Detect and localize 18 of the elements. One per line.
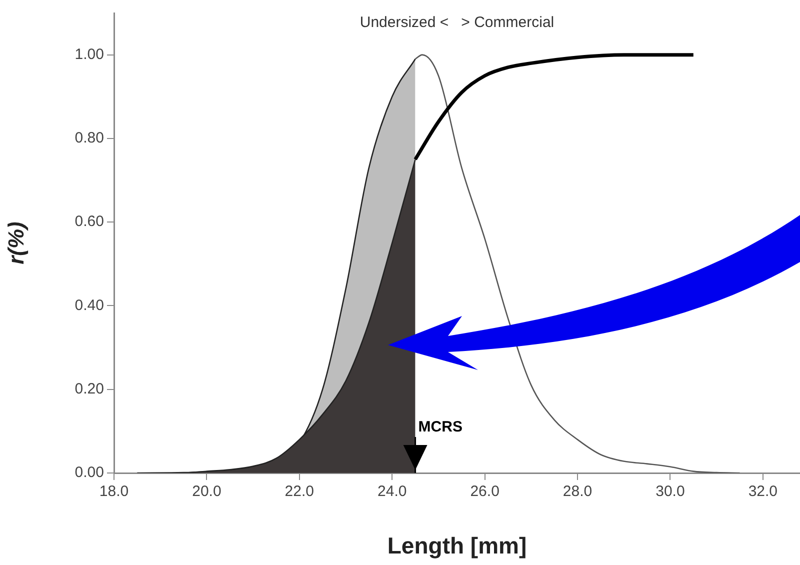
x-tick-label: 18.0 [99,483,129,500]
annotation: Undersized < > Commercial [360,14,554,32]
x-axis-title: Length [mm] [387,532,527,559]
y-tick-label: 0.20 [74,380,104,398]
y-tick-label: 0.60 [74,213,104,230]
y-tick-label: 0.00 [74,464,104,482]
x-tick-label: 28.0 [562,483,592,500]
ref-line-label: MCRS [418,418,462,436]
x-tick-label: 20.0 [192,483,222,500]
y-axis-title: r(%) [3,222,28,264]
x-tick-label: 30.0 [656,483,685,500]
y-tick-label: 0.80 [74,130,104,147]
y-tick-label: 0.40 [74,296,104,314]
x-tick-label: 24.0 [378,483,407,500]
y-tick-label: 1.00 [74,46,104,63]
x-tick-label: 32.0 [748,483,778,500]
x-tick-label: 22.0 [284,483,314,500]
x-tick-label: 26.0 [470,483,500,500]
